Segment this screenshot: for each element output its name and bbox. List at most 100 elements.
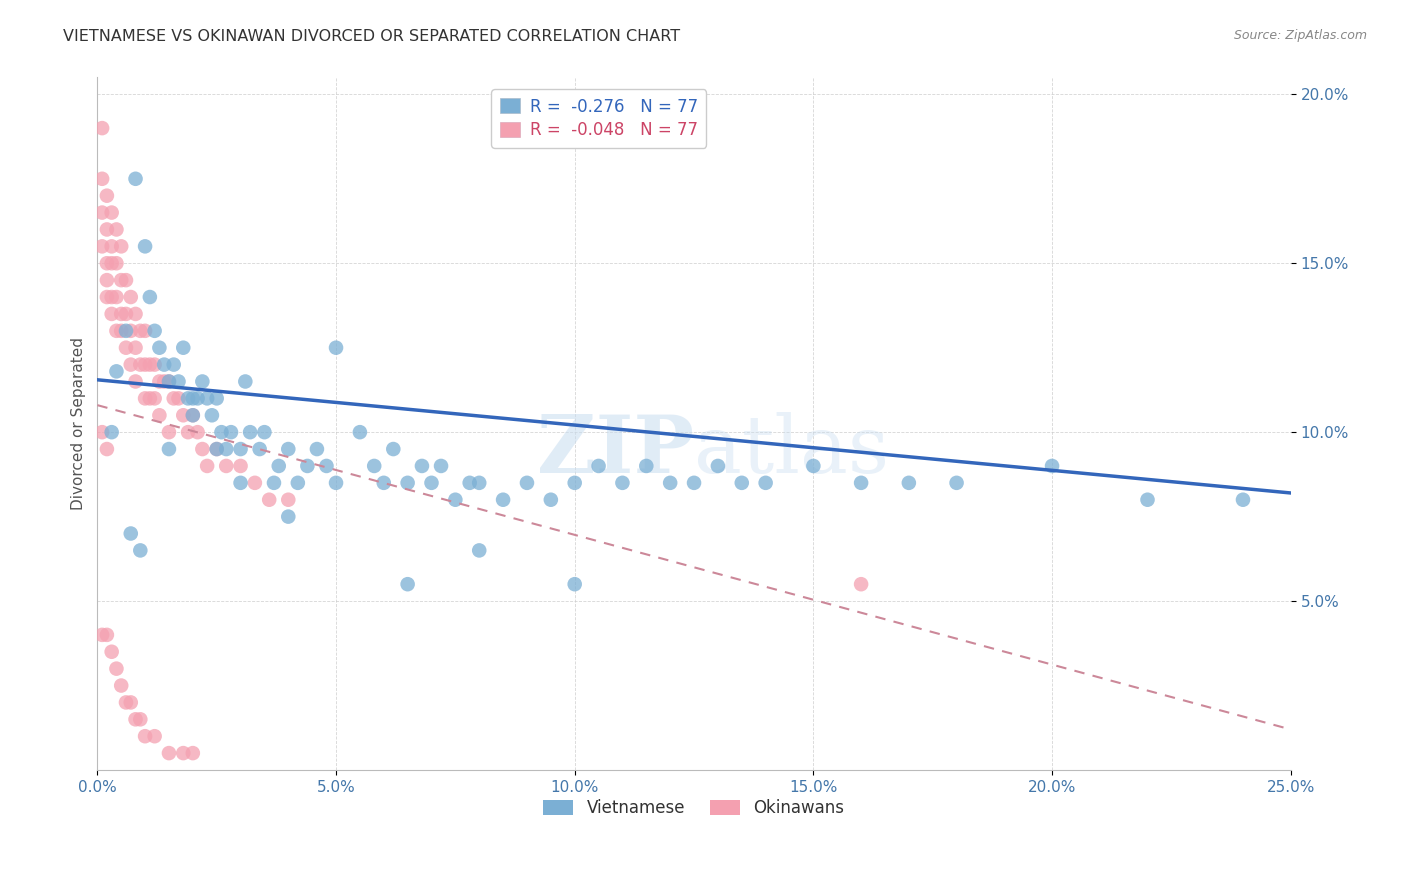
Point bbox=[124, 712, 146, 726]
Point bbox=[233, 375, 256, 389]
Point bbox=[105, 364, 128, 378]
Point bbox=[96, 442, 118, 456]
Point bbox=[110, 307, 132, 321]
Point bbox=[755, 475, 778, 490]
Point bbox=[124, 341, 146, 355]
Point bbox=[100, 307, 122, 321]
Point bbox=[100, 256, 122, 270]
Point bbox=[134, 729, 156, 743]
Point bbox=[205, 392, 228, 406]
Point bbox=[110, 324, 132, 338]
Point bbox=[215, 458, 238, 473]
Point bbox=[229, 442, 252, 456]
Point bbox=[163, 392, 186, 406]
Point bbox=[253, 425, 276, 439]
Point bbox=[181, 409, 204, 423]
Point bbox=[373, 475, 395, 490]
Point bbox=[120, 358, 142, 372]
Point bbox=[105, 324, 128, 338]
Point bbox=[349, 425, 371, 439]
Point bbox=[287, 475, 309, 490]
Point bbox=[468, 543, 491, 558]
Point bbox=[167, 392, 190, 406]
Point bbox=[139, 290, 162, 304]
Point bbox=[129, 358, 152, 372]
Point bbox=[205, 442, 228, 456]
Point bbox=[115, 307, 138, 321]
Point bbox=[492, 492, 515, 507]
Point bbox=[120, 526, 142, 541]
Point bbox=[945, 475, 967, 490]
Point bbox=[205, 442, 228, 456]
Point bbox=[120, 290, 142, 304]
Point bbox=[191, 442, 214, 456]
Point bbox=[707, 458, 730, 473]
Point bbox=[115, 695, 138, 709]
Point bbox=[588, 458, 610, 473]
Point bbox=[100, 205, 122, 219]
Point bbox=[211, 425, 233, 439]
Point bbox=[91, 628, 114, 642]
Point bbox=[172, 746, 194, 760]
Point bbox=[1232, 492, 1254, 507]
Point bbox=[100, 425, 122, 439]
Point bbox=[96, 222, 118, 236]
Point bbox=[134, 358, 156, 372]
Point bbox=[803, 458, 825, 473]
Point bbox=[430, 458, 453, 473]
Point bbox=[229, 458, 252, 473]
Point bbox=[91, 121, 114, 136]
Point bbox=[153, 375, 176, 389]
Point bbox=[134, 324, 156, 338]
Point bbox=[124, 171, 146, 186]
Point bbox=[305, 442, 328, 456]
Point bbox=[91, 171, 114, 186]
Point bbox=[110, 239, 132, 253]
Point bbox=[115, 273, 138, 287]
Point bbox=[105, 222, 128, 236]
Point bbox=[444, 492, 467, 507]
Text: ZIP: ZIP bbox=[537, 412, 695, 491]
Point bbox=[115, 324, 138, 338]
Point bbox=[612, 475, 634, 490]
Point bbox=[172, 409, 194, 423]
Point bbox=[396, 577, 419, 591]
Point bbox=[267, 458, 290, 473]
Point bbox=[91, 425, 114, 439]
Point bbox=[215, 442, 238, 456]
Point bbox=[564, 577, 586, 591]
Point bbox=[181, 392, 204, 406]
Point bbox=[177, 425, 200, 439]
Point bbox=[1040, 458, 1063, 473]
Point bbox=[239, 425, 262, 439]
Point bbox=[458, 475, 481, 490]
Point bbox=[181, 746, 204, 760]
Point bbox=[172, 341, 194, 355]
Point bbox=[100, 645, 122, 659]
Y-axis label: Divorced or Separated: Divorced or Separated bbox=[72, 337, 86, 510]
Point bbox=[363, 458, 385, 473]
Point bbox=[124, 307, 146, 321]
Point bbox=[143, 358, 166, 372]
Point bbox=[167, 375, 190, 389]
Point bbox=[396, 475, 419, 490]
Point bbox=[382, 442, 405, 456]
Point bbox=[143, 324, 166, 338]
Point bbox=[105, 290, 128, 304]
Text: VIETNAMESE VS OKINAWAN DIVORCED OR SEPARATED CORRELATION CHART: VIETNAMESE VS OKINAWAN DIVORCED OR SEPAR… bbox=[63, 29, 681, 44]
Point bbox=[91, 205, 114, 219]
Point bbox=[105, 256, 128, 270]
Text: Source: ZipAtlas.com: Source: ZipAtlas.com bbox=[1233, 29, 1367, 42]
Point bbox=[195, 458, 218, 473]
Point bbox=[849, 475, 872, 490]
Point bbox=[897, 475, 920, 490]
Legend: Vietnamese, Okinawans: Vietnamese, Okinawans bbox=[537, 793, 851, 824]
Point bbox=[249, 442, 271, 456]
Point bbox=[157, 375, 180, 389]
Point bbox=[187, 392, 209, 406]
Point bbox=[134, 392, 156, 406]
Point bbox=[110, 679, 132, 693]
Point bbox=[148, 409, 170, 423]
Point bbox=[143, 729, 166, 743]
Point bbox=[157, 425, 180, 439]
